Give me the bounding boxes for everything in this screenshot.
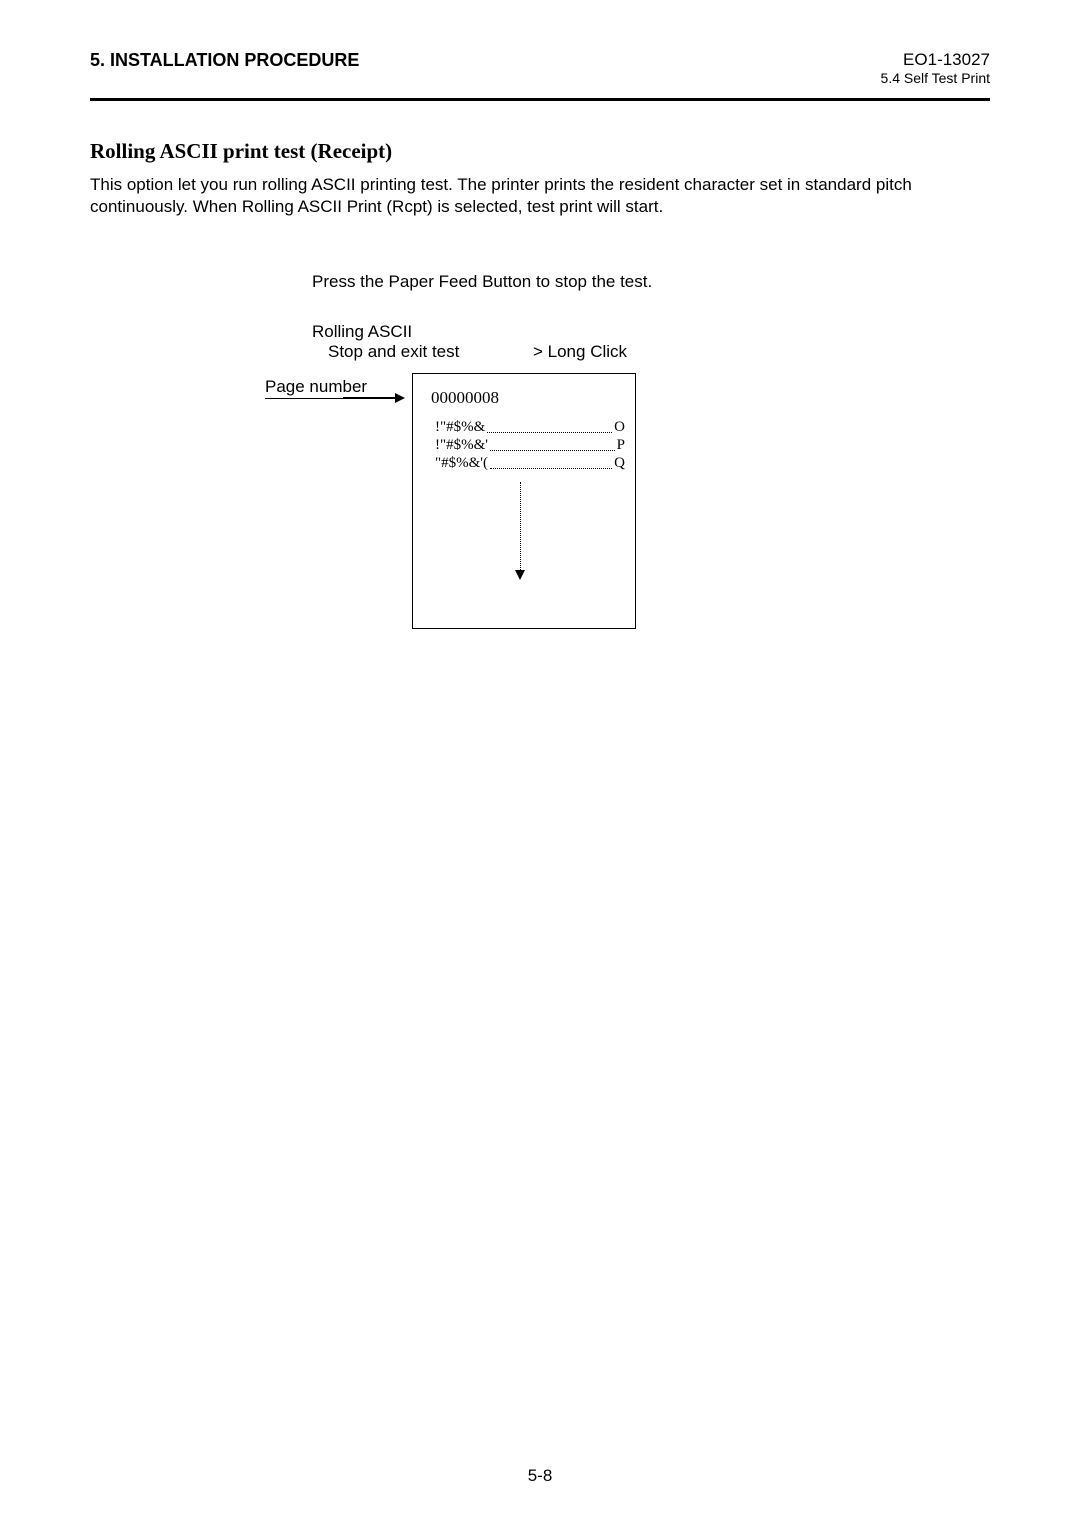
ascii-dots: [490, 450, 615, 451]
page-number-value: 00000008: [431, 388, 625, 408]
doc-code: EO1-13027: [881, 50, 990, 70]
doc-info: EO1-13027 5.4 Self Test Print: [881, 50, 990, 86]
menu-option-row: Stop and exit test > Long Click: [312, 342, 990, 362]
arrow-down-icon: [515, 570, 525, 580]
label-underline: [265, 398, 343, 399]
action-label: > Long Click: [533, 342, 627, 362]
instruction-line-1: Press the Paper Feed Button to stop the …: [312, 272, 990, 292]
ascii-left: !"#$%&: [435, 419, 485, 436]
ascii-right: P: [617, 437, 625, 454]
ascii-left: "#$%&'(: [435, 455, 488, 472]
vertical-continuation-dots: [520, 482, 521, 572]
header-rule: [90, 98, 990, 101]
instruction-block: Press the Paper Feed Button to stop the …: [312, 272, 990, 362]
menu-title: Rolling ASCII: [312, 322, 990, 342]
page-footer-number: 5-8: [528, 1466, 553, 1486]
ascii-dots: [490, 468, 612, 469]
ascii-left: !"#$%&': [435, 437, 488, 454]
ascii-row: !"#$%& O: [431, 418, 625, 436]
arrow-right-icon: [395, 393, 405, 403]
receipt-box: 00000008 !"#$%& O !"#$%&' P "#$%&'( Q: [412, 373, 636, 629]
ascii-row: !"#$%&' P: [431, 436, 625, 454]
ascii-right: O: [614, 419, 625, 436]
chapter-title: 5. INSTALLATION PROCEDURE: [90, 50, 359, 71]
receipt-diagram: Page number 00000008 !"#$%& O !"#$%&' P …: [265, 373, 905, 638]
stop-label: Stop and exit test: [328, 342, 533, 362]
doc-section: 5.4 Self Test Print: [881, 70, 990, 86]
ascii-row: "#$%&'( Q: [431, 454, 625, 472]
section-title: Rolling ASCII print test (Receipt): [90, 139, 990, 164]
ascii-right: Q: [614, 455, 625, 472]
page-number-label: Page number: [265, 377, 367, 397]
body-paragraph: This option let you run rolling ASCII pr…: [90, 174, 990, 218]
arrow-line: [343, 397, 398, 399]
page-header: 5. INSTALLATION PROCEDURE EO1-13027 5.4 …: [90, 50, 990, 86]
ascii-dots: [487, 432, 612, 433]
